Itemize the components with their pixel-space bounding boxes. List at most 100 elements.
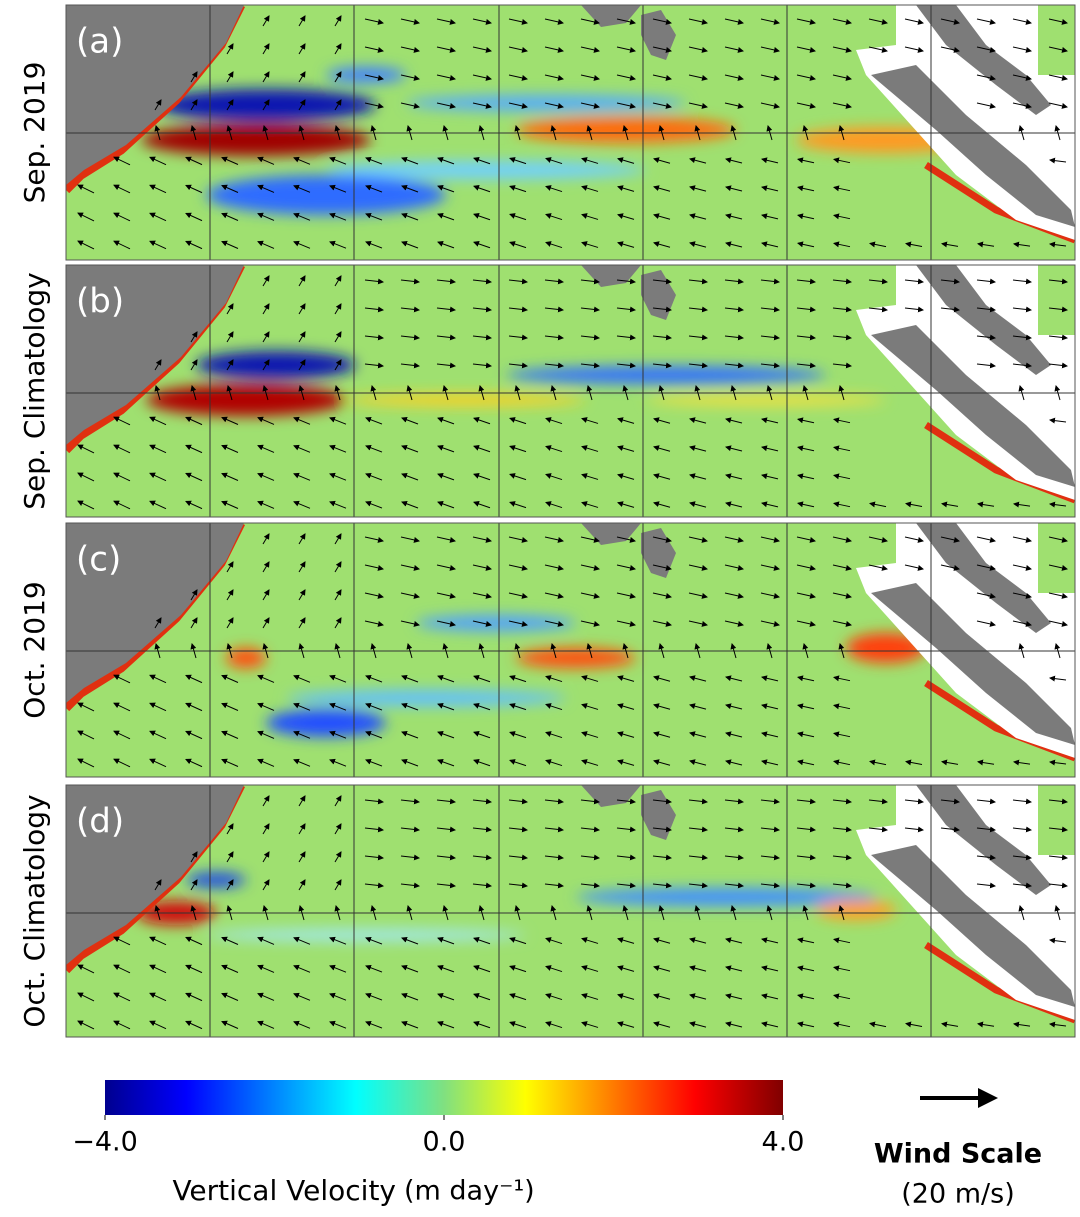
wind-arrow (329, 500, 347, 509)
wind-arrow (653, 965, 671, 972)
wind-arrow (257, 730, 275, 739)
wind-arrow (509, 157, 527, 165)
wind-arrow (833, 445, 851, 452)
wind-arrow (904, 18, 924, 25)
wind-vectors (77, 795, 1068, 1030)
wind-arrow (1012, 334, 1032, 341)
wind-arrow (1049, 157, 1067, 164)
wind-arrow (262, 561, 270, 573)
wind-arrow (760, 362, 780, 369)
wind-arrow (221, 240, 239, 249)
wind-arrow (904, 306, 924, 313)
wind-arrow (149, 472, 167, 482)
wind-arrow (581, 501, 599, 508)
wind-arrow (832, 46, 852, 53)
wind-arrow (586, 125, 593, 141)
wind-arrow (149, 730, 167, 740)
wind-arrow (796, 18, 816, 25)
velocity-band (646, 394, 886, 406)
wind-arrow (617, 937, 635, 944)
wind-arrow (689, 703, 707, 710)
wind-arrow (221, 730, 239, 739)
wind-arrow (436, 564, 456, 571)
wind-arrow (766, 905, 773, 921)
velocity-band (146, 384, 346, 416)
wind-arrow (508, 362, 528, 369)
wind-arrow (766, 125, 773, 141)
wind-arrow (724, 278, 744, 285)
wind-arrow (545, 241, 563, 249)
wind-arrow (689, 759, 707, 766)
colorbar-label: Vertical Velocity (172, 1174, 396, 1207)
wind-arrow (617, 731, 635, 738)
wind-arrow (832, 882, 852, 889)
wind-arrow (473, 675, 491, 683)
wind-arrow (580, 102, 600, 109)
wind-arrow (400, 18, 420, 25)
panel-frame (65, 4, 1076, 261)
wind-arrow (760, 798, 780, 805)
wind-arrow (833, 185, 851, 192)
wind-arrow (725, 473, 743, 480)
wind-arrow (473, 157, 491, 165)
wind-arrow (544, 854, 564, 861)
wind-arrow (1054, 385, 1061, 401)
wind-arrow (653, 759, 671, 766)
wind-arrow (190, 851, 198, 863)
wind-arrow (868, 278, 888, 285)
wind-arrow (653, 993, 671, 1000)
wind-arrow (334, 879, 342, 891)
wind-arrow (113, 964, 131, 974)
wind-arrow (838, 125, 845, 141)
velocity-band (516, 117, 736, 143)
wind-arrow (1012, 564, 1032, 571)
wind-arrow (724, 362, 744, 369)
wind-arrow (221, 444, 239, 453)
wind-arrow (905, 501, 923, 508)
wind-arrow (400, 334, 420, 341)
wind-arrow (868, 826, 888, 833)
wind-arrow (149, 212, 167, 222)
wind-arrow (838, 905, 845, 921)
wind-arrow (544, 74, 564, 81)
wind-arrow (262, 643, 269, 659)
wind-arrow (616, 854, 636, 861)
wind-arrow (400, 592, 420, 599)
wind-arrow (1012, 620, 1032, 627)
wind-arrow (832, 854, 852, 861)
wind-arrow (580, 46, 600, 53)
wind-arrow (653, 473, 671, 480)
wind-arrow (544, 536, 564, 543)
wind-arrow (544, 564, 564, 571)
wind-arrow (832, 334, 852, 341)
wind-arrow (1012, 882, 1032, 889)
panel-frame (65, 784, 1076, 1038)
wind-arrow (472, 592, 492, 599)
land-peninsula (916, 5, 1051, 115)
wind-arrow (688, 362, 708, 369)
wind-arrow (226, 99, 234, 111)
colorbar-tick-label: 0.0 (423, 1127, 466, 1158)
wind-arrow (689, 213, 707, 220)
wind-arrow (365, 674, 383, 683)
wind-arrow (796, 334, 816, 341)
wind-arrow (257, 992, 275, 1001)
land-peninsula (916, 785, 1051, 895)
wind-arrow (298, 303, 306, 315)
wind-arrow (694, 385, 701, 401)
wind-arrow (976, 882, 996, 889)
wind-arrow (472, 882, 492, 889)
wind-arrow (1049, 937, 1067, 944)
wind-arrow (436, 882, 456, 889)
wind-arrow (262, 385, 269, 401)
wind-arrow (761, 501, 779, 508)
wind-vectors (77, 275, 1068, 510)
wind-arrow (365, 184, 383, 193)
wind-arrow (401, 212, 419, 221)
wind-arrow (77, 758, 95, 768)
wind-arrow (293, 416, 311, 425)
wind-arrow (401, 184, 419, 193)
wind-arrow (442, 125, 449, 141)
velocity-band (206, 175, 446, 215)
wind-arrow (940, 536, 960, 543)
